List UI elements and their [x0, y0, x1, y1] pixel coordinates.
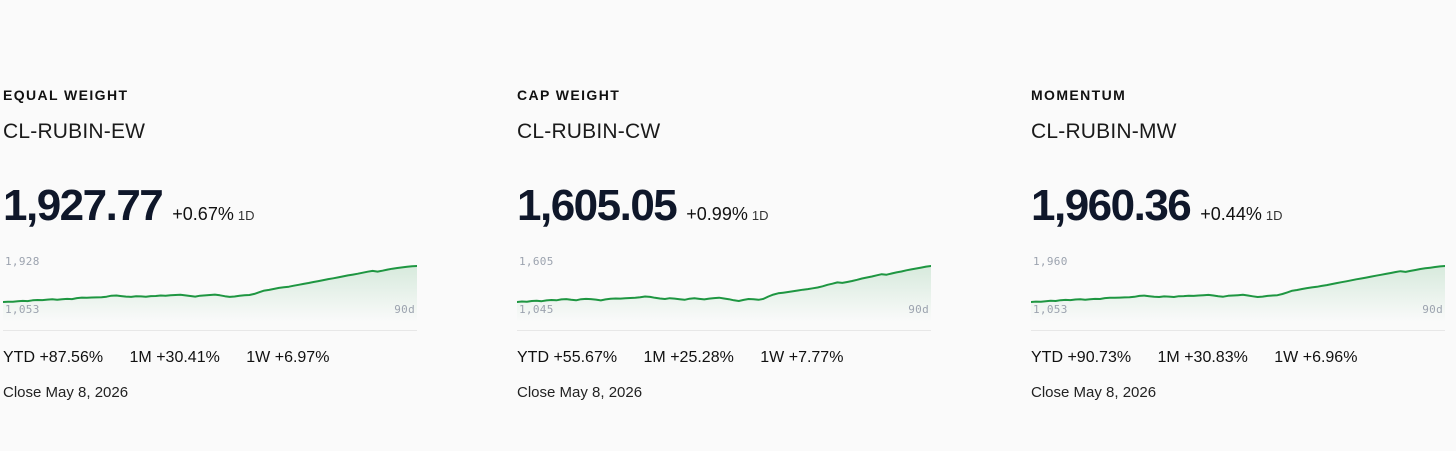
- sparkline-area: [3, 266, 417, 322]
- card-category: MOMENTUM: [1031, 87, 1127, 103]
- card-change: +0.99%: [686, 204, 748, 224]
- stat-1m: 1M +30.83%: [1157, 349, 1248, 366]
- sparkline: 1,960 1,053 90d: [1031, 250, 1445, 322]
- card-price: 1,960.36: [1031, 181, 1192, 230]
- index-card-cap-weight[interactable]: CAP WEIGHT CL-RUBIN-CW 1,605.05 +0.99% 1D …: [517, 0, 931, 451]
- stat-1m: 1M +25.28%: [643, 349, 734, 366]
- spark-min-label: 1,045: [519, 303, 554, 316]
- price-row: 1,960.36 +0.44% 1D: [1031, 181, 1282, 231]
- spark-max-label: 1,960: [1033, 255, 1068, 268]
- sparkline-area: [1031, 266, 1445, 322]
- card-ticker: CL-RUBIN-CW: [517, 120, 661, 143]
- divider: [517, 330, 931, 331]
- spark-span-label: 90d: [1422, 303, 1443, 316]
- spark-min-label: 1,053: [5, 303, 40, 316]
- spark-max-label: 1,605: [519, 255, 554, 268]
- stat-1w: 1W +6.96%: [1274, 349, 1358, 366]
- index-card-equal-weight[interactable]: EQUAL WEIGHT CL-RUBIN-EW 1,927.77 +0.67% 1…: [3, 0, 417, 451]
- card-close-date: Close May 8, 2026: [517, 384, 643, 401]
- sparkline: 1,605 1,045 90d: [517, 250, 931, 322]
- stat-ytd: YTD +87.56%: [3, 349, 104, 366]
- card-category: CAP WEIGHT: [517, 87, 621, 103]
- spark-max-label: 1,928: [5, 255, 40, 268]
- sparkline-chart: [3, 265, 417, 322]
- stat-1w: 1W +7.77%: [760, 349, 844, 366]
- stat-ytd: YTD +90.73%: [1031, 349, 1132, 366]
- card-period: 1D: [1265, 208, 1283, 223]
- card-price: 1,927.77: [3, 181, 164, 230]
- card-category: EQUAL WEIGHT: [3, 87, 129, 103]
- index-card-momentum[interactable]: MOMENTUM CL-RUBIN-MW 1,960.36 +0.44% 1D 1,…: [1031, 0, 1445, 451]
- divider: [3, 330, 417, 331]
- sparkline-chart: [1031, 265, 1445, 322]
- sparkline-line: [3, 265, 417, 303]
- divider: [1031, 330, 1445, 331]
- card-period: 1D: [751, 208, 769, 223]
- card-ticker: CL-RUBIN-EW: [3, 120, 146, 143]
- stat-1w: 1W +6.97%: [246, 349, 330, 366]
- spark-span-label: 90d: [394, 303, 415, 316]
- sparkline-area: [517, 266, 931, 322]
- card-change: +0.67%: [172, 204, 234, 224]
- card-close-date: Close May 8, 2026: [3, 384, 129, 401]
- card-change: +0.44%: [1200, 204, 1262, 224]
- sparkline-chart: [517, 265, 931, 322]
- card-stats: YTD +55.67% 1M +25.28% 1W +7.77%: [517, 349, 865, 367]
- spark-span-label: 90d: [908, 303, 929, 316]
- sparkline-line: [517, 265, 931, 303]
- sparkline: 1,928 1,053 90d: [3, 250, 417, 322]
- price-row: 1,605.05 +0.99% 1D: [517, 181, 768, 231]
- sparkline-line: [1031, 265, 1445, 303]
- stat-ytd: YTD +55.67%: [517, 349, 618, 366]
- card-period: 1D: [237, 208, 255, 223]
- card-ticker: CL-RUBIN-MW: [1031, 120, 1177, 143]
- card-close-date: Close May 8, 2026: [1031, 384, 1157, 401]
- card-stats: YTD +87.56% 1M +30.41% 1W +6.97%: [3, 349, 351, 367]
- spark-min-label: 1,053: [1033, 303, 1068, 316]
- card-price: 1,605.05: [517, 181, 678, 230]
- card-stats: YTD +90.73% 1M +30.83% 1W +6.96%: [1031, 349, 1379, 367]
- stat-1m: 1M +30.41%: [129, 349, 220, 366]
- price-row: 1,927.77 +0.67% 1D: [3, 181, 254, 231]
